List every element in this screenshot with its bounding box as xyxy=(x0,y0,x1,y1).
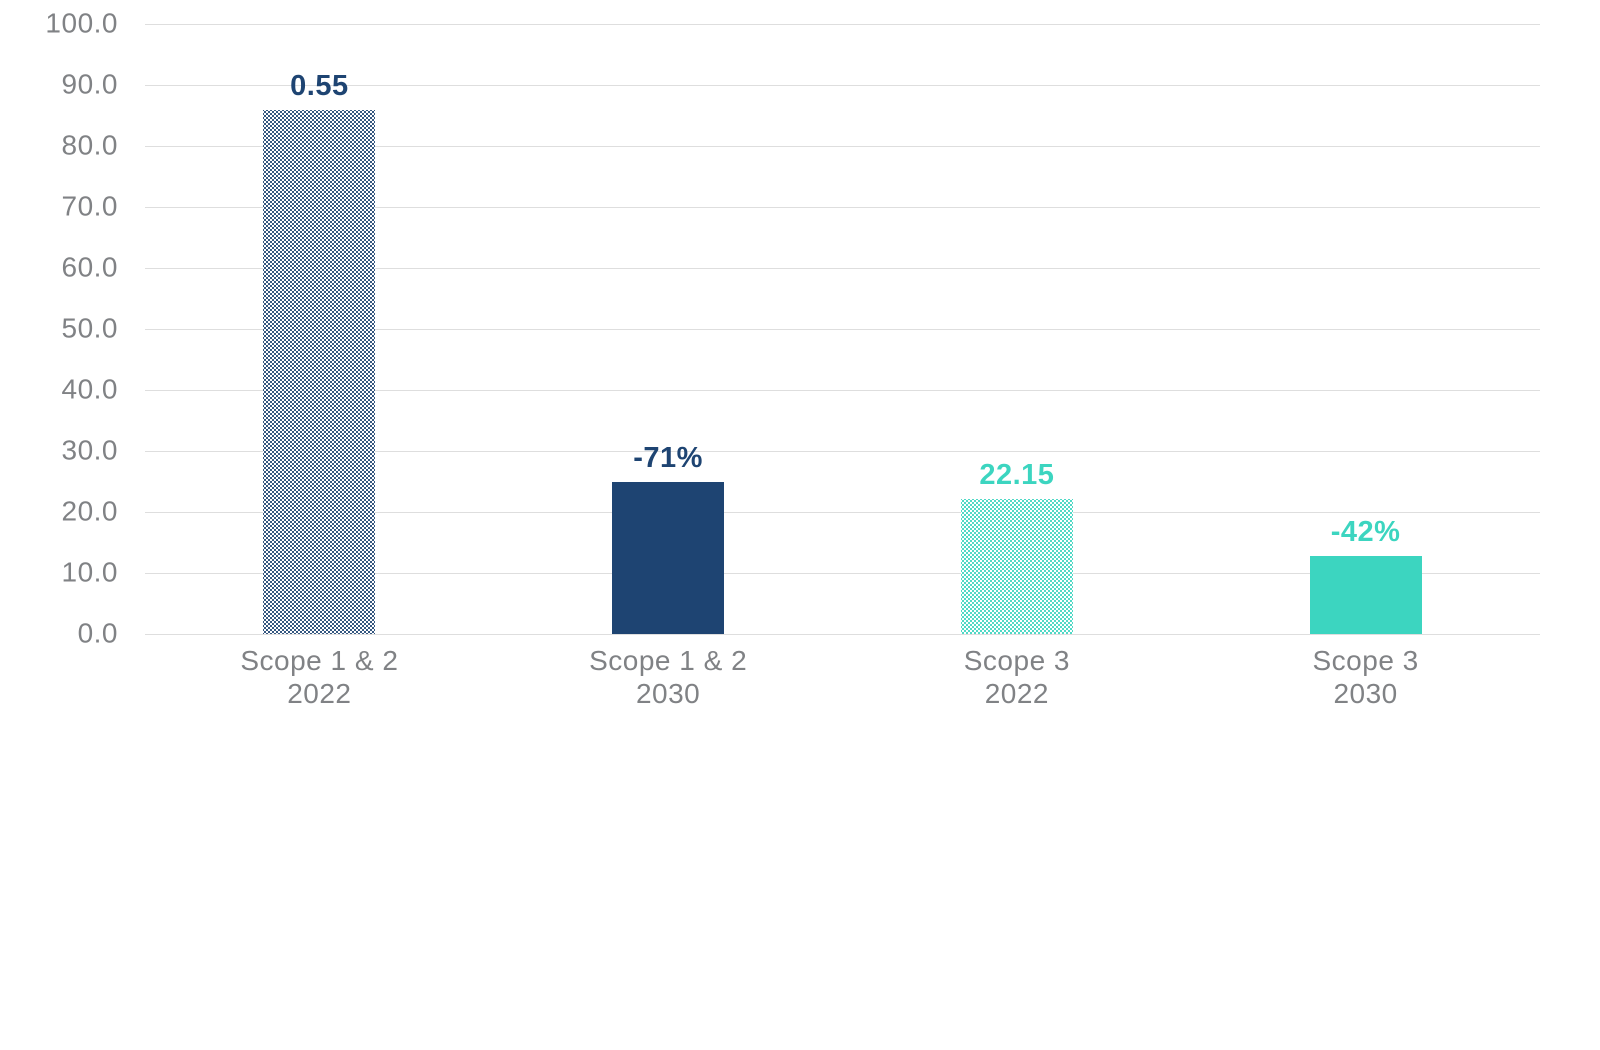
gridline xyxy=(145,634,1540,635)
y-axis: 100.0 90.0 80.0 70.0 60.0 50.0 40.0 30.0 20.0 10.… xyxy=(0,7,118,648)
y-axis-tick-label: 90.0 xyxy=(61,68,118,100)
bar-scope-1-2-2022 xyxy=(263,110,376,634)
value-label-scope-3-2022: 22.15 xyxy=(979,458,1055,491)
gridline xyxy=(145,24,1540,25)
y-axis-tick-label: 40.0 xyxy=(61,373,118,405)
gridline xyxy=(145,451,1540,452)
x-axis: Scope 1 & 2 2022 Scope 1 & 2 2030 Scope 3 202… xyxy=(145,644,1540,724)
bar-scope-3-2030 xyxy=(1309,555,1422,634)
y-axis-tick-label: 0.0 xyxy=(77,617,118,649)
y-axis-tick-label: 60.0 xyxy=(61,251,118,283)
gridline xyxy=(145,207,1540,208)
y-axis-tick-label: 20.0 xyxy=(61,495,118,527)
gridline xyxy=(145,573,1540,574)
category-label-scope-3-2030: Scope 3 2030 xyxy=(1312,645,1419,709)
bar-scope-3-2022 xyxy=(960,498,1073,634)
value-label-scope-1-2-2022: 0.55 xyxy=(290,70,349,103)
plot-area: 0.55 -71% 22.15 -42% xyxy=(145,24,1540,635)
gridline xyxy=(145,512,1540,513)
y-axis-tick-label: 80.0 xyxy=(61,129,118,161)
y-axis-tick-label: 70.0 xyxy=(61,190,118,222)
gridline xyxy=(145,329,1540,330)
value-label-scope-1-2-2030: -71% xyxy=(633,442,703,475)
gridline xyxy=(145,268,1540,269)
gridline xyxy=(145,146,1540,147)
y-axis-tick-label: 30.0 xyxy=(61,434,118,466)
category-label-scope-3-2022: Scope 3 2022 xyxy=(963,645,1070,709)
category-label-scope-1-2-2022: Scope 1 & 2 2022 xyxy=(240,645,399,709)
value-label-scope-3-2030: -42% xyxy=(1330,515,1401,548)
gridline xyxy=(145,390,1540,391)
gridline xyxy=(145,85,1540,86)
bar-scope-1-2-2030 xyxy=(612,482,725,634)
y-axis-tick-label: 50.0 xyxy=(61,312,118,344)
y-axis-tick-label: 100.0 xyxy=(45,7,118,39)
y-axis-tick-label: 10.0 xyxy=(61,556,118,588)
category-label-scope-1-2-2030: Scope 1 & 2 2030 xyxy=(589,645,748,709)
